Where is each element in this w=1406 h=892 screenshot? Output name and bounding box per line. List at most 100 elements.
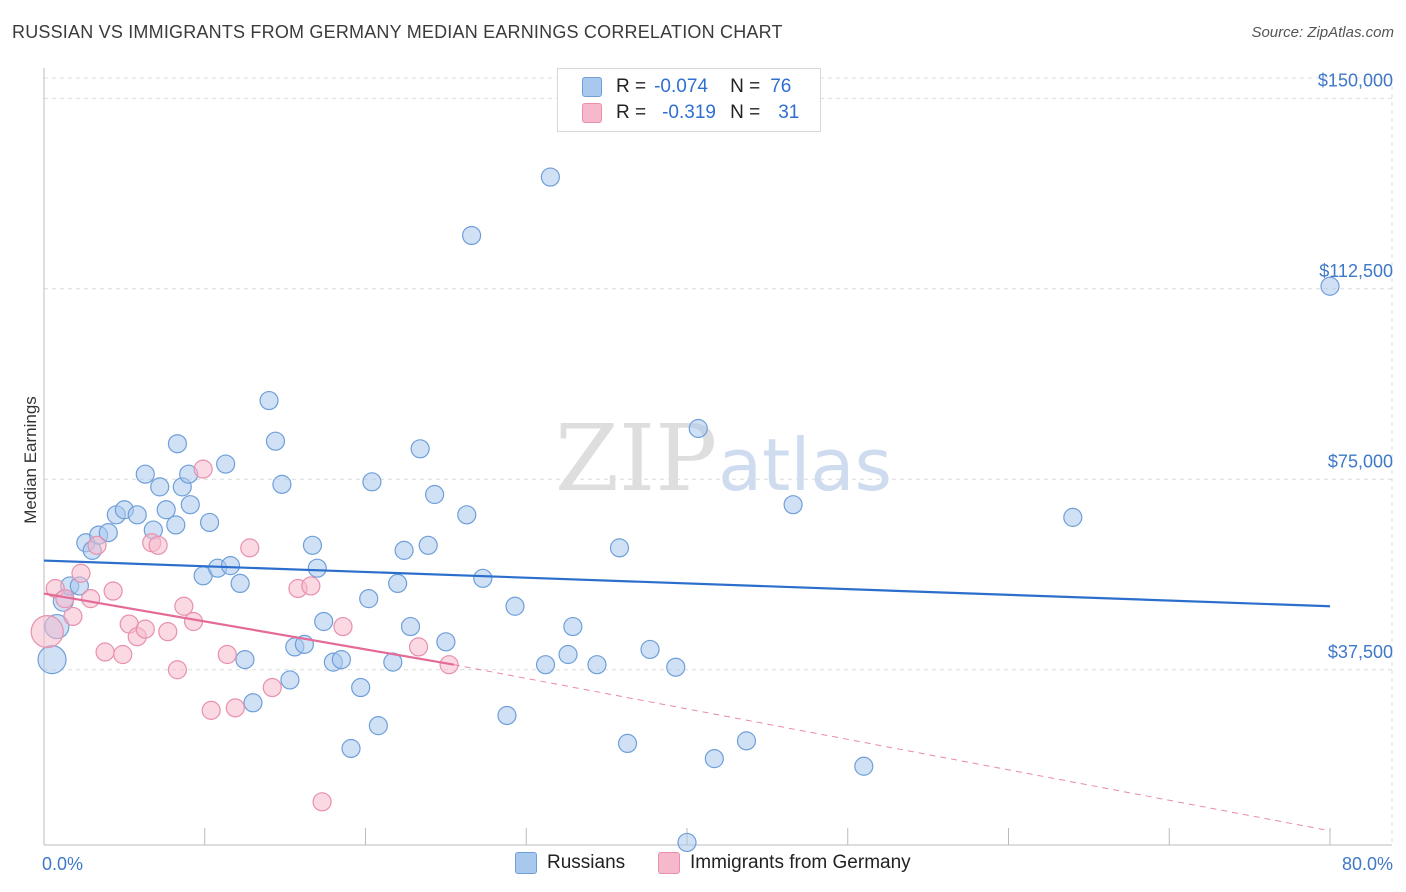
legend-item-russians[interactable]: Russians xyxy=(515,852,625,874)
russians-point xyxy=(558,644,578,665)
legend-r-label: R = xyxy=(616,102,647,123)
germany-point xyxy=(167,660,188,680)
germany-trend-extension xyxy=(453,664,1331,832)
y-axis-label: Median Earnings xyxy=(21,396,40,524)
germany-point xyxy=(63,606,83,627)
germany-point xyxy=(30,615,64,649)
germany-label: Immigrants from Germany xyxy=(690,852,911,873)
germany-point xyxy=(113,644,133,665)
germany-point xyxy=(95,642,115,662)
germany-point xyxy=(225,698,245,718)
russians-point xyxy=(235,649,255,670)
legend-row-russians: R = -0.074 N = 76 xyxy=(582,75,791,99)
russians-point xyxy=(666,657,686,677)
russians-point xyxy=(302,535,323,555)
russians-point xyxy=(314,611,334,632)
y-tick-label: $112,500 xyxy=(1319,261,1393,281)
x-tick-label-min: 0.0% xyxy=(42,854,83,874)
russians-point xyxy=(180,495,200,515)
russians-point xyxy=(166,515,186,535)
watermark-atlas: atlas xyxy=(718,423,892,507)
legend-item-germany[interactable]: Immigrants from Germany xyxy=(658,852,911,874)
legend-n-label: N = xyxy=(730,76,761,97)
russians-point xyxy=(609,538,630,558)
x-tick-label-max: 80.0% xyxy=(1342,854,1393,874)
russians-swatch xyxy=(515,852,537,874)
russians-point xyxy=(540,167,560,187)
series-legend: Russians Immigrants from Germany xyxy=(0,852,1406,878)
germany-point xyxy=(301,576,321,596)
russians-trend-line xyxy=(43,559,1331,608)
germany-point xyxy=(81,589,101,609)
russians-point xyxy=(1320,276,1340,296)
russians-point xyxy=(331,649,351,670)
russians-point xyxy=(563,616,583,637)
russians-point xyxy=(216,454,236,474)
russians-point xyxy=(156,500,176,520)
russians-point xyxy=(243,693,263,713)
watermark: ZIP atlas xyxy=(555,405,892,512)
germany-point xyxy=(174,596,194,616)
russians-point xyxy=(418,535,438,555)
russians-point xyxy=(199,512,220,533)
legend-swatch-blue xyxy=(582,77,602,97)
legend-n-value: 76 xyxy=(770,76,792,97)
russians-point xyxy=(259,390,279,411)
germany-point xyxy=(71,563,91,583)
russians-point xyxy=(783,495,803,515)
germany-points xyxy=(30,459,459,812)
russians-point xyxy=(535,655,556,675)
russians-point xyxy=(394,540,414,560)
legend-swatch-pink xyxy=(582,103,602,123)
russians-point xyxy=(307,558,327,578)
germany-trend-line xyxy=(43,592,455,666)
russians-point xyxy=(436,632,456,652)
russians-point xyxy=(362,472,382,492)
russians-point xyxy=(704,749,724,769)
russians-point xyxy=(230,573,250,594)
germany-point xyxy=(135,619,155,639)
germany-point xyxy=(408,637,429,657)
russians-point xyxy=(410,439,430,459)
germany-point xyxy=(201,700,221,720)
legend-r-value: -0.319 xyxy=(662,102,716,123)
russians-point xyxy=(37,644,67,675)
russians-point xyxy=(587,655,607,675)
russians-point xyxy=(1063,507,1083,527)
y-tick-label: $150,000 xyxy=(1318,70,1393,90)
chart-source: Source: ZipAtlas.com xyxy=(1251,24,1394,41)
russians-point xyxy=(688,418,708,439)
y-tick-label: $37,500 xyxy=(1328,642,1393,662)
germany-point xyxy=(158,622,178,642)
germany-point xyxy=(333,616,353,637)
russians-point xyxy=(220,556,241,576)
russians-point xyxy=(497,705,517,726)
russians-point xyxy=(280,670,300,690)
russians-point xyxy=(388,573,408,594)
russians-point xyxy=(473,568,493,588)
russians-point xyxy=(368,716,388,736)
russians-point xyxy=(505,596,525,616)
russians-point xyxy=(167,434,188,454)
legend-n-label: N = xyxy=(730,102,761,123)
trend-lines xyxy=(43,559,1331,832)
russians-point xyxy=(640,639,660,660)
legend-row-germany: R = -0.319 N = 31 xyxy=(582,101,799,125)
germany-swatch xyxy=(658,852,680,874)
germany-point xyxy=(312,792,332,812)
russians-point xyxy=(272,474,292,494)
russians-point xyxy=(359,589,379,609)
russians-point xyxy=(265,431,286,451)
russians-point xyxy=(854,756,874,776)
germany-point xyxy=(103,581,123,601)
russians-point xyxy=(127,505,147,525)
legend-r-label: R = xyxy=(616,76,647,97)
germany-point xyxy=(262,677,282,698)
russians-label: Russians xyxy=(547,852,626,873)
russians-point xyxy=(457,505,477,525)
germany-point xyxy=(240,538,260,558)
correlation-legend: R = -0.074 N = 76 R = -0.319 N = 31 xyxy=(557,68,821,132)
russians-point xyxy=(677,832,697,853)
russians-point xyxy=(150,477,170,497)
